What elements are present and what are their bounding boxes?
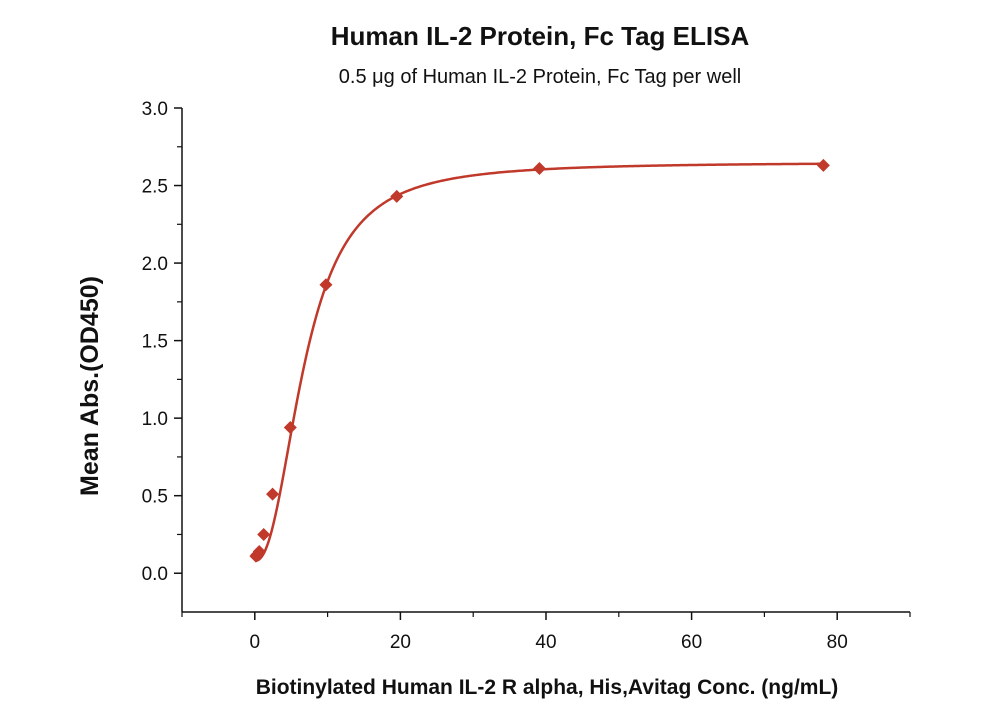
chart-subtitle: 0.5 μg of Human IL-2 Protein, Fc Tag per… [339,66,741,88]
x-tick-label: 20 [390,632,411,653]
data-point [390,189,404,203]
data-point [319,278,333,292]
x-tick-label: 40 [535,632,556,653]
x-tick-label: 80 [827,632,848,653]
data-points [249,158,830,563]
data-point [816,158,830,172]
data-point [283,420,297,434]
x-axis-ticks: 0 20 40 60 80 [181,612,911,653]
y-tick-label: 1.0 [142,409,168,430]
data-point [532,161,546,175]
y-tick-label: 2.5 [142,177,168,198]
fit-curve [255,162,824,562]
data-point [257,527,271,541]
y-axis-label: Mean Abs.(OD450) [76,276,104,496]
x-axis-label: Biotinylated Human IL-2 R alpha, His,Avi… [256,676,839,699]
y-tick-label: 0.5 [142,487,168,508]
y-tick-label: 2.0 [142,254,168,275]
data-point [252,545,266,559]
x-tick-label: 60 [681,632,702,653]
y-axis-ticks: 0.0 0.5 1.0 1.5 2.0 2.5 3.0 [142,99,182,585]
data-point [266,487,280,501]
chart-title: Human IL-2 Protein, Fc Tag ELISA [331,21,750,51]
y-tick-label: 3.0 [142,99,168,120]
x-tick-label: 0 [250,632,261,653]
y-tick-label: 0.0 [142,564,168,585]
y-tick-label: 1.5 [142,332,168,353]
